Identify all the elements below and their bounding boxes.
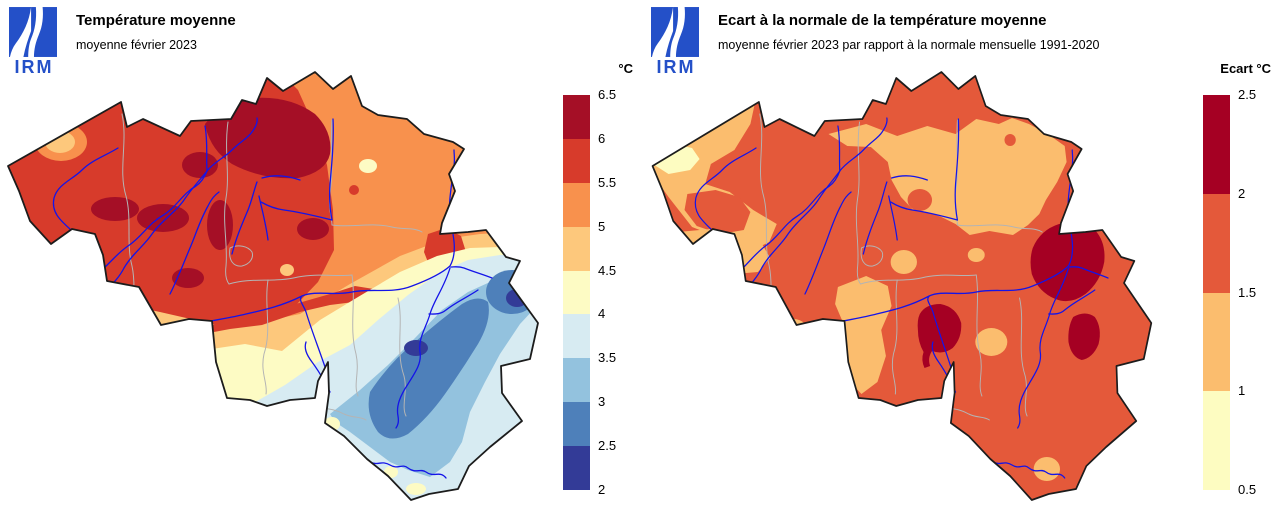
legend-tick-label: 3 bbox=[598, 394, 606, 410]
logo-shape-left bbox=[651, 7, 674, 57]
legend-color-cell bbox=[563, 95, 590, 139]
legend-tick-label: 2.5 bbox=[598, 438, 617, 454]
legend-tick-label: 2 bbox=[1238, 185, 1246, 201]
right-map-title: Ecart à la normale de la température moy… bbox=[718, 12, 1047, 29]
irm-logo-right: IRM bbox=[651, 7, 699, 77]
legend-tick-label: 1.5 bbox=[1238, 284, 1257, 300]
left-legend-title: °C bbox=[618, 61, 633, 76]
legend-color-cell bbox=[1203, 95, 1230, 194]
left-legend-bar bbox=[563, 95, 590, 491]
legend-color-cell bbox=[563, 358, 590, 403]
legend-color-cell bbox=[1203, 391, 1230, 490]
contour-region bbox=[1068, 313, 1100, 360]
contour-region bbox=[359, 159, 377, 173]
contour-region bbox=[1004, 134, 1016, 146]
contour-region bbox=[404, 340, 428, 356]
right-map-subtitle: moyenne février 2023 par rapport à la no… bbox=[718, 38, 1100, 52]
contour-region bbox=[349, 185, 359, 195]
contour-region bbox=[195, 266, 452, 335]
legend-color-cell bbox=[1203, 193, 1230, 293]
legend-tick-label: 0.5 bbox=[1238, 482, 1257, 497]
irm-logo-left-icon bbox=[9, 7, 57, 57]
contour-region bbox=[684, 190, 751, 234]
legend-tick-label: 1 bbox=[1238, 383, 1246, 399]
legend-tick-label: 4 bbox=[598, 306, 606, 322]
legend-tick-label: 3.5 bbox=[598, 350, 617, 366]
contour-region bbox=[406, 483, 426, 495]
right-legend-title: Ecart °C bbox=[1220, 61, 1271, 76]
contour-region bbox=[1033, 457, 1061, 481]
legend-color-cell bbox=[563, 446, 590, 491]
contour-region bbox=[975, 328, 1008, 356]
legend-tick-label: 5 bbox=[598, 218, 606, 234]
contour-region bbox=[91, 197, 139, 221]
contour-region bbox=[384, 466, 398, 478]
legend-tick-label: 5.5 bbox=[598, 174, 617, 190]
temperature-map bbox=[7, 71, 539, 501]
temperature-contours bbox=[8, 72, 538, 500]
contour-region bbox=[297, 218, 329, 240]
legend-color-cell bbox=[563, 402, 590, 447]
anomaly-map bbox=[651, 71, 1153, 501]
anomaly-contours bbox=[652, 72, 1152, 500]
legend-tick-label: 2 bbox=[598, 482, 606, 497]
irm-logo-right-text: IRM bbox=[656, 57, 696, 77]
contour-region bbox=[1030, 222, 1105, 302]
contour-region bbox=[54, 238, 82, 256]
irm-logo-right-icon bbox=[651, 7, 699, 57]
left-map-title: Température moyenne bbox=[76, 12, 236, 29]
left-map-subtitle: moyenne février 2023 bbox=[76, 38, 197, 52]
irm-logo-left: IRM bbox=[9, 7, 57, 77]
legend-color-cell bbox=[563, 138, 590, 183]
legend-tick-label: 6.5 bbox=[598, 87, 617, 102]
contour-region bbox=[890, 250, 917, 274]
irm-logo-left-text: IRM bbox=[14, 57, 54, 77]
legend-color-cell bbox=[563, 226, 590, 271]
contour-region bbox=[246, 72, 254, 79]
logo-shape-right bbox=[28, 7, 43, 57]
contour-region bbox=[137, 204, 189, 232]
contour-region bbox=[828, 118, 1067, 235]
legend-color-cell bbox=[1203, 292, 1230, 392]
contour-region bbox=[280, 264, 294, 276]
legend-color-cell bbox=[563, 270, 590, 315]
legend-tick-label: 2.5 bbox=[1238, 87, 1257, 102]
contour-region bbox=[967, 248, 985, 262]
contour-region bbox=[205, 97, 331, 179]
contour-region bbox=[182, 152, 218, 178]
contour-region bbox=[207, 200, 233, 250]
legend-tick-label: 4.5 bbox=[598, 262, 617, 278]
legend-color-cell bbox=[563, 314, 590, 359]
right-legend-bar bbox=[1203, 95, 1230, 490]
logo-shape-right bbox=[670, 7, 685, 57]
legend-color-cell bbox=[563, 182, 590, 227]
legend-tick-label: 6 bbox=[598, 130, 606, 146]
logo-shape-left bbox=[9, 7, 32, 57]
contour-region bbox=[917, 304, 962, 368]
contour-region bbox=[907, 189, 933, 211]
